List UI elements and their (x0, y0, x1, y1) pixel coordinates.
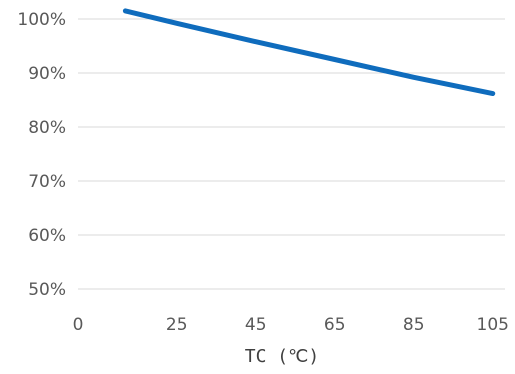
x-tick-label: 105 (477, 315, 509, 335)
x-axis-tick-labels: 0 25 45 65 85 105 (73, 315, 509, 335)
y-tick-label: 90% (28, 64, 66, 84)
x-tick-label: 25 (166, 315, 188, 335)
x-tick-label: 0 (73, 315, 84, 335)
y-tick-label: 50% (28, 280, 66, 300)
y-tick-label: 60% (28, 226, 66, 246)
x-tick-label: 85 (403, 315, 425, 335)
x-tick-label: 45 (245, 315, 267, 335)
y-tick-label: 100% (17, 10, 66, 30)
y-tick-label: 80% (28, 118, 66, 138)
gridlines (78, 18, 505, 290)
y-tick-label: 70% (28, 172, 66, 192)
x-tick-label: 65 (324, 315, 346, 335)
x-axis-label: TC (℃) (245, 346, 319, 367)
y-axis-tick-labels: 50% 60% 70% 80% 90% 100% (17, 10, 66, 300)
series (122, 8, 496, 97)
series-line (122, 8, 496, 97)
